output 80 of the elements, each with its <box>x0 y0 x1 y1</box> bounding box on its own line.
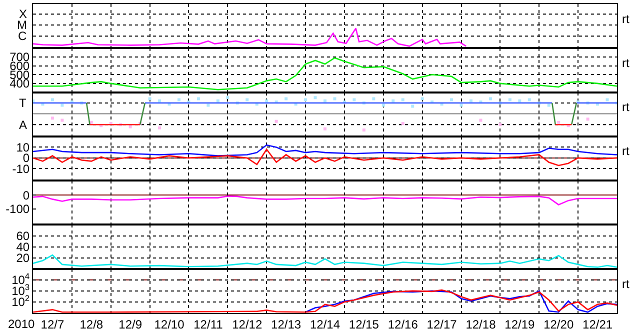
x-tick-label: 12/20 <box>544 317 574 332</box>
text: rt <box>622 100 630 114</box>
point <box>50 116 54 120</box>
x-axis-title: 2010 <box>8 317 36 331</box>
point <box>401 122 404 125</box>
point <box>324 127 326 130</box>
point <box>362 128 366 132</box>
ref-line-label: C <box>18 29 27 43</box>
x-tick-label: 12/18 <box>466 317 496 332</box>
point <box>60 104 64 107</box>
ref-line-label: A <box>19 118 28 132</box>
text: rt <box>622 56 630 70</box>
point <box>420 97 424 100</box>
point <box>178 98 180 102</box>
point <box>372 97 376 100</box>
x-tick-label: 12/21 <box>582 317 613 332</box>
x-tick-label: 12/17 <box>426 317 458 332</box>
x-tick-label: 12/14 <box>310 317 340 332</box>
line-series <box>33 254 617 268</box>
point <box>586 118 590 121</box>
point <box>488 97 492 100</box>
point <box>460 104 463 107</box>
point <box>90 120 93 124</box>
point <box>352 98 356 102</box>
x-tick-label: 12/19 <box>504 317 536 332</box>
line-series <box>33 144 617 156</box>
y-tick-label: 20 <box>16 251 30 266</box>
ref-line-label: M <box>17 18 27 32</box>
point <box>284 97 288 100</box>
point <box>557 120 560 124</box>
point <box>274 120 278 123</box>
line-series <box>33 148 617 166</box>
point <box>50 98 54 102</box>
point <box>508 98 512 102</box>
point <box>411 104 414 108</box>
point <box>401 98 404 102</box>
x-tick-label: 12/8 <box>80 317 104 332</box>
x-tick-label: 12/9 <box>118 317 142 332</box>
text: rt <box>622 144 630 158</box>
point <box>265 99 268 102</box>
x-tick-label: 12/13 <box>271 317 302 332</box>
x-tick-label: 12/16 <box>388 317 418 332</box>
point <box>392 99 395 102</box>
point <box>206 104 210 107</box>
point <box>196 97 200 100</box>
point <box>226 96 230 100</box>
x-tick-label: 12/11 <box>194 317 224 332</box>
line-series <box>33 289 617 313</box>
point <box>479 118 482 122</box>
point <box>324 99 326 102</box>
point <box>470 99 472 102</box>
line-series <box>33 57 617 90</box>
point <box>528 98 531 102</box>
y-tick-label: 0 <box>22 188 30 202</box>
point <box>304 98 308 102</box>
x-tick-label: 12/7 <box>40 317 64 332</box>
line-series <box>33 196 617 206</box>
point <box>382 104 385 107</box>
point <box>158 126 162 130</box>
point <box>547 104 550 107</box>
line-series <box>304 290 617 313</box>
point <box>60 118 64 122</box>
ref-line-label: X <box>19 7 28 21</box>
point <box>333 97 336 100</box>
point <box>216 99 220 102</box>
x-tick-label: 12/15 <box>348 317 380 332</box>
point <box>498 123 502 126</box>
point <box>246 98 249 102</box>
point <box>158 99 162 102</box>
y-tick-label: -100 <box>6 202 30 216</box>
point <box>450 98 454 102</box>
point <box>148 97 152 100</box>
x-tick-label: 12/12 <box>232 317 262 332</box>
ref-line-label: T <box>19 96 27 110</box>
point <box>314 96 317 100</box>
text: rt <box>622 277 630 291</box>
point <box>518 99 522 102</box>
text: rt <box>622 12 630 26</box>
point <box>606 98 609 102</box>
x-tick-label: 12/10 <box>154 317 185 332</box>
